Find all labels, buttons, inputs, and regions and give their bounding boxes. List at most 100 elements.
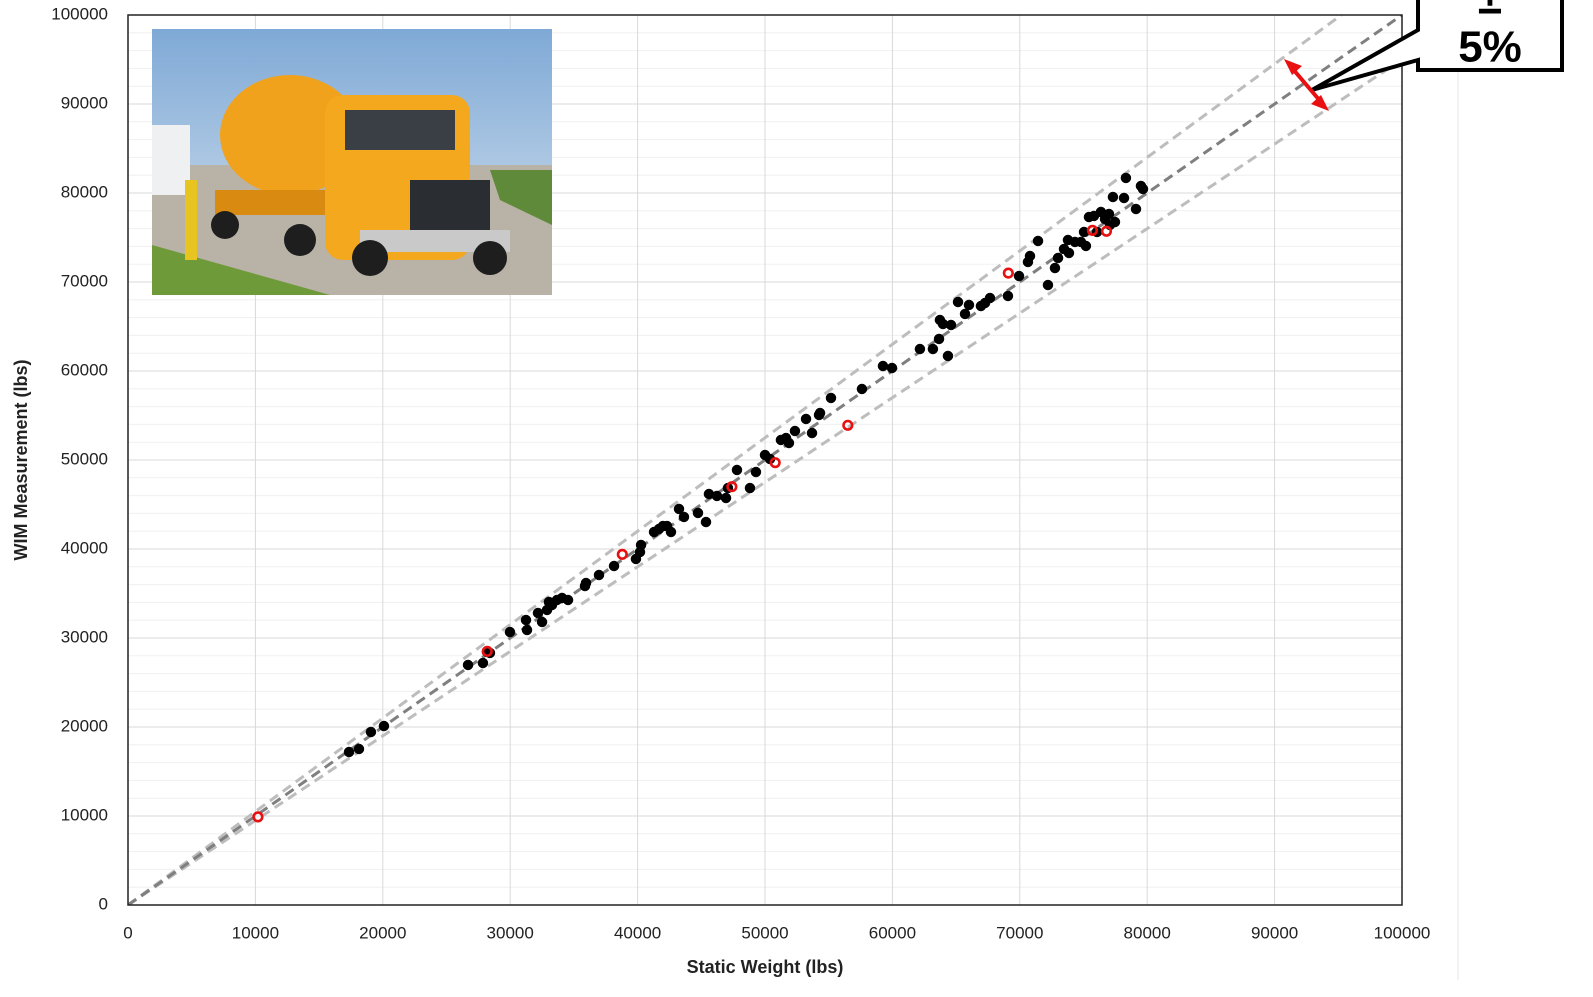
- point: [580, 577, 592, 589]
- x-axis-title: Static Weight (lbs): [687, 957, 844, 977]
- point: [927, 343, 939, 355]
- point: [673, 503, 685, 515]
- y-tick-label: 10000: [61, 805, 108, 824]
- point: [521, 624, 533, 636]
- point: [692, 507, 704, 519]
- point: [462, 659, 474, 671]
- annotation-sign: ±: [1478, 0, 1502, 24]
- point: [856, 383, 868, 395]
- point: [731, 464, 743, 476]
- x-tick-label: 0: [123, 923, 132, 942]
- point: [744, 482, 756, 494]
- annotation-percent: 5%: [1458, 23, 1522, 72]
- x-tick-label: 80000: [1124, 923, 1171, 942]
- point: [635, 539, 647, 551]
- x-tick-label: 30000: [487, 923, 534, 942]
- point: [616, 548, 628, 560]
- point: [783, 437, 795, 449]
- point: [252, 811, 264, 823]
- x-tick-label: 10000: [232, 923, 279, 942]
- point: [532, 607, 544, 619]
- point: [959, 308, 971, 320]
- point: [952, 296, 964, 308]
- point: [933, 333, 945, 345]
- y-tick-label: 40000: [61, 538, 108, 557]
- point: [343, 746, 355, 758]
- y-tick-label: 70000: [61, 271, 108, 290]
- point: [1063, 247, 1075, 259]
- point: [608, 560, 620, 572]
- point: [1032, 235, 1044, 247]
- point: [536, 616, 548, 628]
- reference-line: [128, 15, 1343, 905]
- point: [353, 743, 365, 755]
- x-tick-label: 90000: [1251, 923, 1298, 942]
- point: [1130, 203, 1142, 215]
- point: [481, 645, 493, 657]
- point: [1100, 225, 1113, 237]
- point: [378, 720, 390, 732]
- point: [1109, 216, 1121, 228]
- point: [945, 319, 957, 331]
- point: [1002, 267, 1014, 279]
- plot-frame: [127, 14, 1403, 906]
- y-tick-label: 0: [99, 894, 108, 913]
- point: [825, 392, 837, 404]
- point: [1024, 250, 1036, 262]
- x-tick-label: 100000: [1374, 923, 1431, 942]
- truck-photo: [152, 29, 552, 295]
- point: [700, 516, 712, 528]
- x-tick-label: 70000: [996, 923, 1043, 942]
- point: [877, 360, 889, 372]
- point: [520, 614, 532, 626]
- y-tick-label: 20000: [61, 716, 108, 735]
- point: [750, 466, 762, 478]
- y-tick-label: 90000: [61, 93, 108, 112]
- y-tick-label: 80000: [61, 182, 108, 201]
- point: [942, 350, 954, 362]
- point: [842, 419, 854, 431]
- point: [562, 594, 574, 606]
- x-tick-label: 60000: [869, 923, 916, 942]
- point: [1052, 252, 1064, 264]
- y-tick-label: 100000: [51, 4, 108, 23]
- point: [1120, 172, 1132, 184]
- point: [1002, 290, 1014, 302]
- point: [678, 511, 690, 523]
- y-tick-label: 50000: [61, 449, 108, 468]
- point: [1049, 262, 1061, 274]
- point: [477, 657, 489, 669]
- point: [800, 413, 812, 425]
- point: [365, 726, 377, 738]
- point: [1103, 208, 1115, 220]
- callout: ± 5%: [1284, 0, 1564, 111]
- point: [711, 490, 723, 502]
- x-tick-label: 50000: [741, 923, 788, 942]
- point: [806, 427, 818, 439]
- point: [1137, 183, 1149, 195]
- points: [252, 172, 1149, 823]
- point: [814, 407, 826, 419]
- point: [914, 343, 926, 355]
- point: [726, 481, 738, 493]
- point: [963, 299, 975, 311]
- y-tick-label: 30000: [61, 627, 108, 646]
- point: [1042, 279, 1054, 291]
- point: [665, 526, 677, 538]
- point: [984, 292, 996, 304]
- point: [1107, 191, 1119, 203]
- point: [1118, 192, 1130, 204]
- point: [1080, 240, 1092, 252]
- y-tick-label: 60000: [61, 360, 108, 379]
- point: [769, 457, 781, 469]
- point: [593, 569, 605, 581]
- x-tick-label: 20000: [359, 923, 406, 942]
- grid: [127, 14, 1403, 906]
- point: [504, 626, 516, 638]
- point: [886, 362, 898, 374]
- point: [1086, 224, 1099, 236]
- y-axis-title: WIM Measurement (lbs): [11, 359, 31, 560]
- point: [1013, 270, 1025, 282]
